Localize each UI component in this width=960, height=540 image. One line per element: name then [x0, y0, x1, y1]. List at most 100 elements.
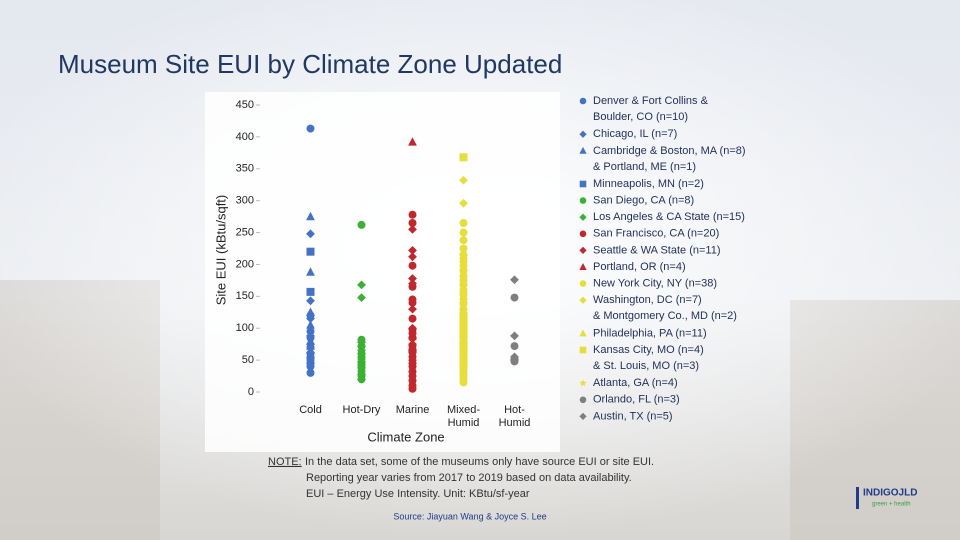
point [408, 355, 417, 365]
x-tick-label: Cold [299, 404, 322, 416]
legend-marker [579, 180, 587, 188]
legend-marker [579, 412, 587, 421]
point [408, 323, 417, 333]
y-tick-label: 50 [242, 354, 254, 366]
legend-label: Washington, DC (n=7) & Montgomery Co., MD… [593, 294, 737, 322]
note-line: Reporting year varies from 2017 to 2019 … [306, 472, 632, 484]
point [357, 220, 366, 229]
y-axis-label: Site EUI (kBtu/sqft) [213, 195, 228, 306]
point [408, 304, 417, 314]
y-tick-label: 300 [236, 195, 254, 207]
legend-marker [579, 280, 587, 287]
point [306, 331, 315, 341]
legend-label: New York City, NY (n=38) [593, 278, 717, 290]
chart-title: Museum Site EUI by Climate Zone Updated [58, 49, 562, 79]
point [459, 321, 468, 330]
point [306, 229, 315, 239]
legend-label: Cambridge & Boston, MA (n=8) & Portland, … [593, 145, 746, 173]
point [306, 327, 315, 336]
legend-label: Chicago, IL (n=7) [593, 128, 677, 140]
point [306, 124, 315, 133]
legend-marker [579, 329, 587, 337]
point [459, 269, 468, 278]
point [306, 314, 315, 324]
point [510, 293, 519, 302]
legend-marker [579, 296, 587, 304]
point [306, 307, 315, 316]
point [408, 246, 417, 255]
point [408, 137, 417, 146]
plot-background [205, 92, 560, 452]
point [408, 210, 417, 219]
point [408, 274, 417, 283]
point [306, 368, 315, 377]
legend-label: Denver & Fort Collins & Boulder, CO (n=10… [593, 95, 709, 123]
point [459, 348, 468, 357]
legend-marker [579, 346, 587, 354]
point [459, 330, 468, 339]
note-label: NOTE: [268, 456, 302, 468]
legend-marker [579, 197, 587, 204]
point [459, 236, 468, 245]
y-tick-label: 100 [236, 322, 254, 334]
point [357, 280, 366, 290]
point [408, 331, 417, 340]
legend-label: Austin, TX (n=5) [593, 410, 673, 422]
point [357, 293, 366, 303]
point [306, 355, 315, 364]
note-line: In the data set, some of the museums onl… [305, 456, 654, 468]
point [458, 341, 469, 350]
point [306, 341, 315, 350]
point [306, 247, 315, 256]
point [459, 218, 468, 227]
point [306, 320, 315, 329]
point [408, 384, 417, 393]
y-tick-label: 150 [236, 290, 254, 302]
point [357, 341, 366, 351]
point [408, 298, 417, 307]
legend-marker [579, 396, 587, 404]
x-tick-label: Marine [396, 404, 430, 416]
logo-tagline: green + health [872, 502, 911, 508]
x-axis-label: Climate Zone [367, 429, 444, 444]
source: Source: Jiayuan Wang & Joyce S. Lee [393, 511, 546, 521]
point [510, 275, 519, 285]
note-line: EUI – Energy Use Intensity. Unit: KBtu/s… [306, 488, 530, 500]
legend-marker [579, 230, 587, 238]
legend-label: Minneapolis, MN (n=2) [593, 178, 704, 190]
point [459, 253, 468, 263]
y-tick-label: 0 [248, 386, 254, 398]
point [306, 267, 315, 276]
legend-label: Atlanta, GA (n=4) [593, 377, 678, 389]
point [510, 355, 519, 365]
x-tick-label: Mixed-Humid [447, 404, 480, 429]
point [459, 153, 468, 162]
legend-label: Los Angeles & CA State (n=15) [593, 211, 745, 223]
point [458, 313, 469, 323]
point [459, 285, 468, 294]
legend-marker [579, 379, 587, 387]
legend-marker [579, 146, 587, 154]
logo-name: INDIGOJLD [863, 488, 917, 499]
y-tick-label: 250 [236, 226, 254, 238]
point [408, 343, 417, 353]
legend-marker [579, 213, 587, 221]
point [306, 345, 315, 355]
legend-label: San Diego, CA (n=8) [593, 195, 694, 207]
legend-marker [579, 263, 587, 270]
point [306, 296, 315, 306]
x-tick-label: Hot-Humid [499, 404, 531, 429]
y-tick-label: 200 [236, 258, 254, 270]
point [510, 331, 519, 341]
point [459, 198, 468, 208]
point [459, 228, 468, 237]
point [458, 362, 469, 372]
point [306, 211, 315, 221]
legend-label: Kansas City, MO (n=4) & St. Louis, MO (n=… [593, 344, 704, 372]
point [408, 252, 417, 262]
point [459, 246, 468, 256]
point [459, 368, 468, 377]
point [510, 342, 519, 351]
legend-label: Seattle & WA State (n=11) [593, 244, 720, 256]
point [408, 314, 417, 323]
